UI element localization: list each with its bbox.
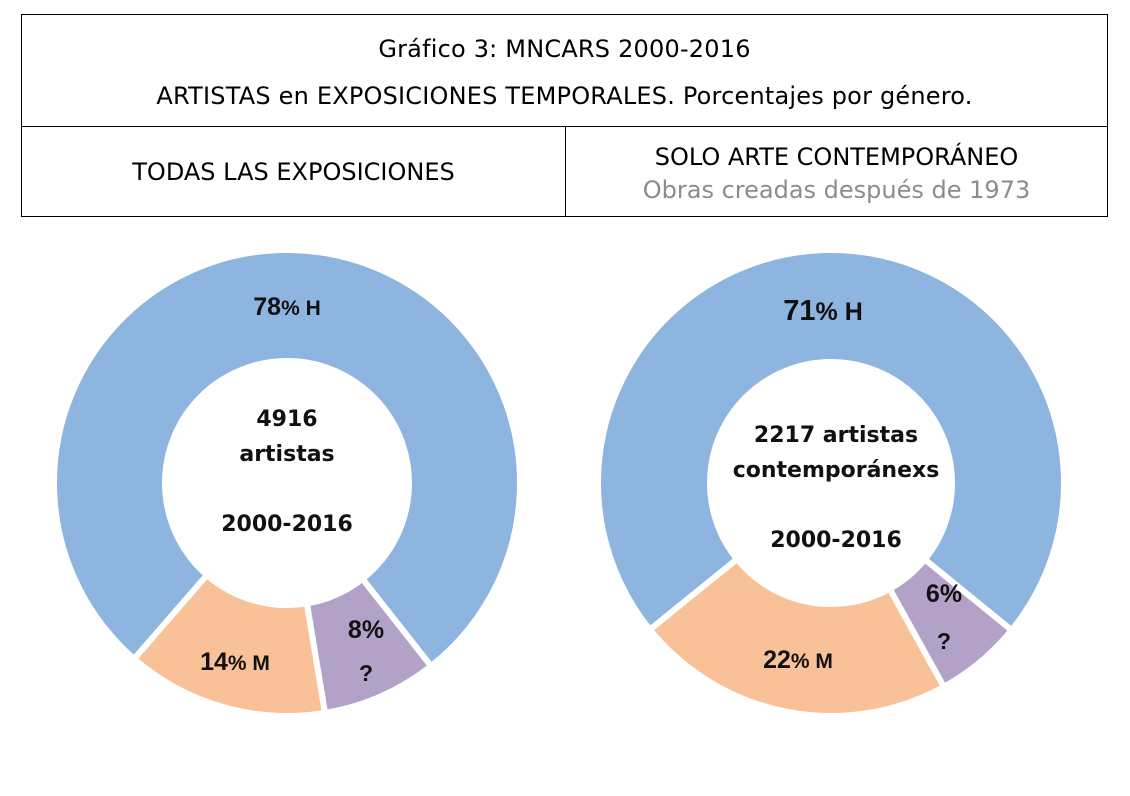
donut-slices <box>51 247 523 719</box>
slice-label-h-suffix: % H <box>281 297 321 320</box>
donut-chart-contemporary: 71% H 22% M 6% ? 2217 artistas contempor… <box>595 247 1067 719</box>
slice-h <box>595 247 1067 635</box>
center-text-line2: artistas <box>239 442 334 467</box>
slice-label-unknown-pct: 8% <box>348 616 384 644</box>
left-chart-heading-cell: TODAS LAS EXPOSICIONES <box>22 127 566 216</box>
donut-chart-all-exhibitions: 78% H 14% M 8% ? 4916 artistas 2000-2016 <box>51 247 523 719</box>
donut-slices <box>595 247 1067 719</box>
center-text-line1: 4916 <box>256 407 317 432</box>
slice-label-unknown-suffix: ? <box>937 628 951 654</box>
slice-unknown <box>885 555 1016 691</box>
right-chart-heading-cell: SOLO ARTE CONTEMPORÁNEO Obras creadas de… <box>566 127 1107 216</box>
center-text-line1: 2217 artistas <box>754 423 918 448</box>
right-chart-heading: SOLO ARTE CONTEMPORÁNEO <box>654 143 1019 171</box>
slice-label-m-suffix: % M <box>228 652 270 675</box>
slice-label-m-suffix: % M <box>791 650 833 673</box>
center-text-period: 2000-2016 <box>770 528 902 553</box>
center-text-line2: contemporánexs <box>733 458 940 483</box>
slice-label-h-pct: 71 <box>783 295 815 327</box>
slice-label-unknown-suffix: ? <box>359 660 373 686</box>
slice-m <box>645 554 949 719</box>
chart-subtitle: ARTISTAS en EXPOSICIONES TEMPORALES. Por… <box>156 82 973 110</box>
center-text-period: 2000-2016 <box>221 512 353 537</box>
slice-unknown <box>303 574 436 717</box>
slice-label-m: 14% M <box>200 648 270 676</box>
slice-label-m-pct: 22 <box>763 646 791 674</box>
slice-label-m-pct: 14 <box>200 648 228 676</box>
slice-h <box>51 247 523 671</box>
slice-label-unknown-pct: 6% <box>926 580 962 608</box>
chart-title: Gráfico 3: MNCARS 2000-2016 <box>378 35 751 63</box>
left-chart-heading: TODAS LAS EXPOSICIONES <box>132 158 455 186</box>
slice-label-h: 78% H <box>253 293 321 321</box>
chart-header-table: Gráfico 3: MNCARS 2000-2016 ARTISTAS en … <box>21 14 1108 217</box>
slice-label-m: 22% M <box>763 646 833 674</box>
slice-label-h: 71% H <box>783 295 863 327</box>
slice-label-h-suffix: % H <box>816 298 863 326</box>
title-row: Gráfico 3: MNCARS 2000-2016 ARTISTAS en … <box>22 15 1107 127</box>
right-chart-subheading: Obras creadas después de 1973 <box>642 176 1031 204</box>
slice-label-h-pct: 78 <box>253 293 281 321</box>
slice-m <box>129 570 329 719</box>
